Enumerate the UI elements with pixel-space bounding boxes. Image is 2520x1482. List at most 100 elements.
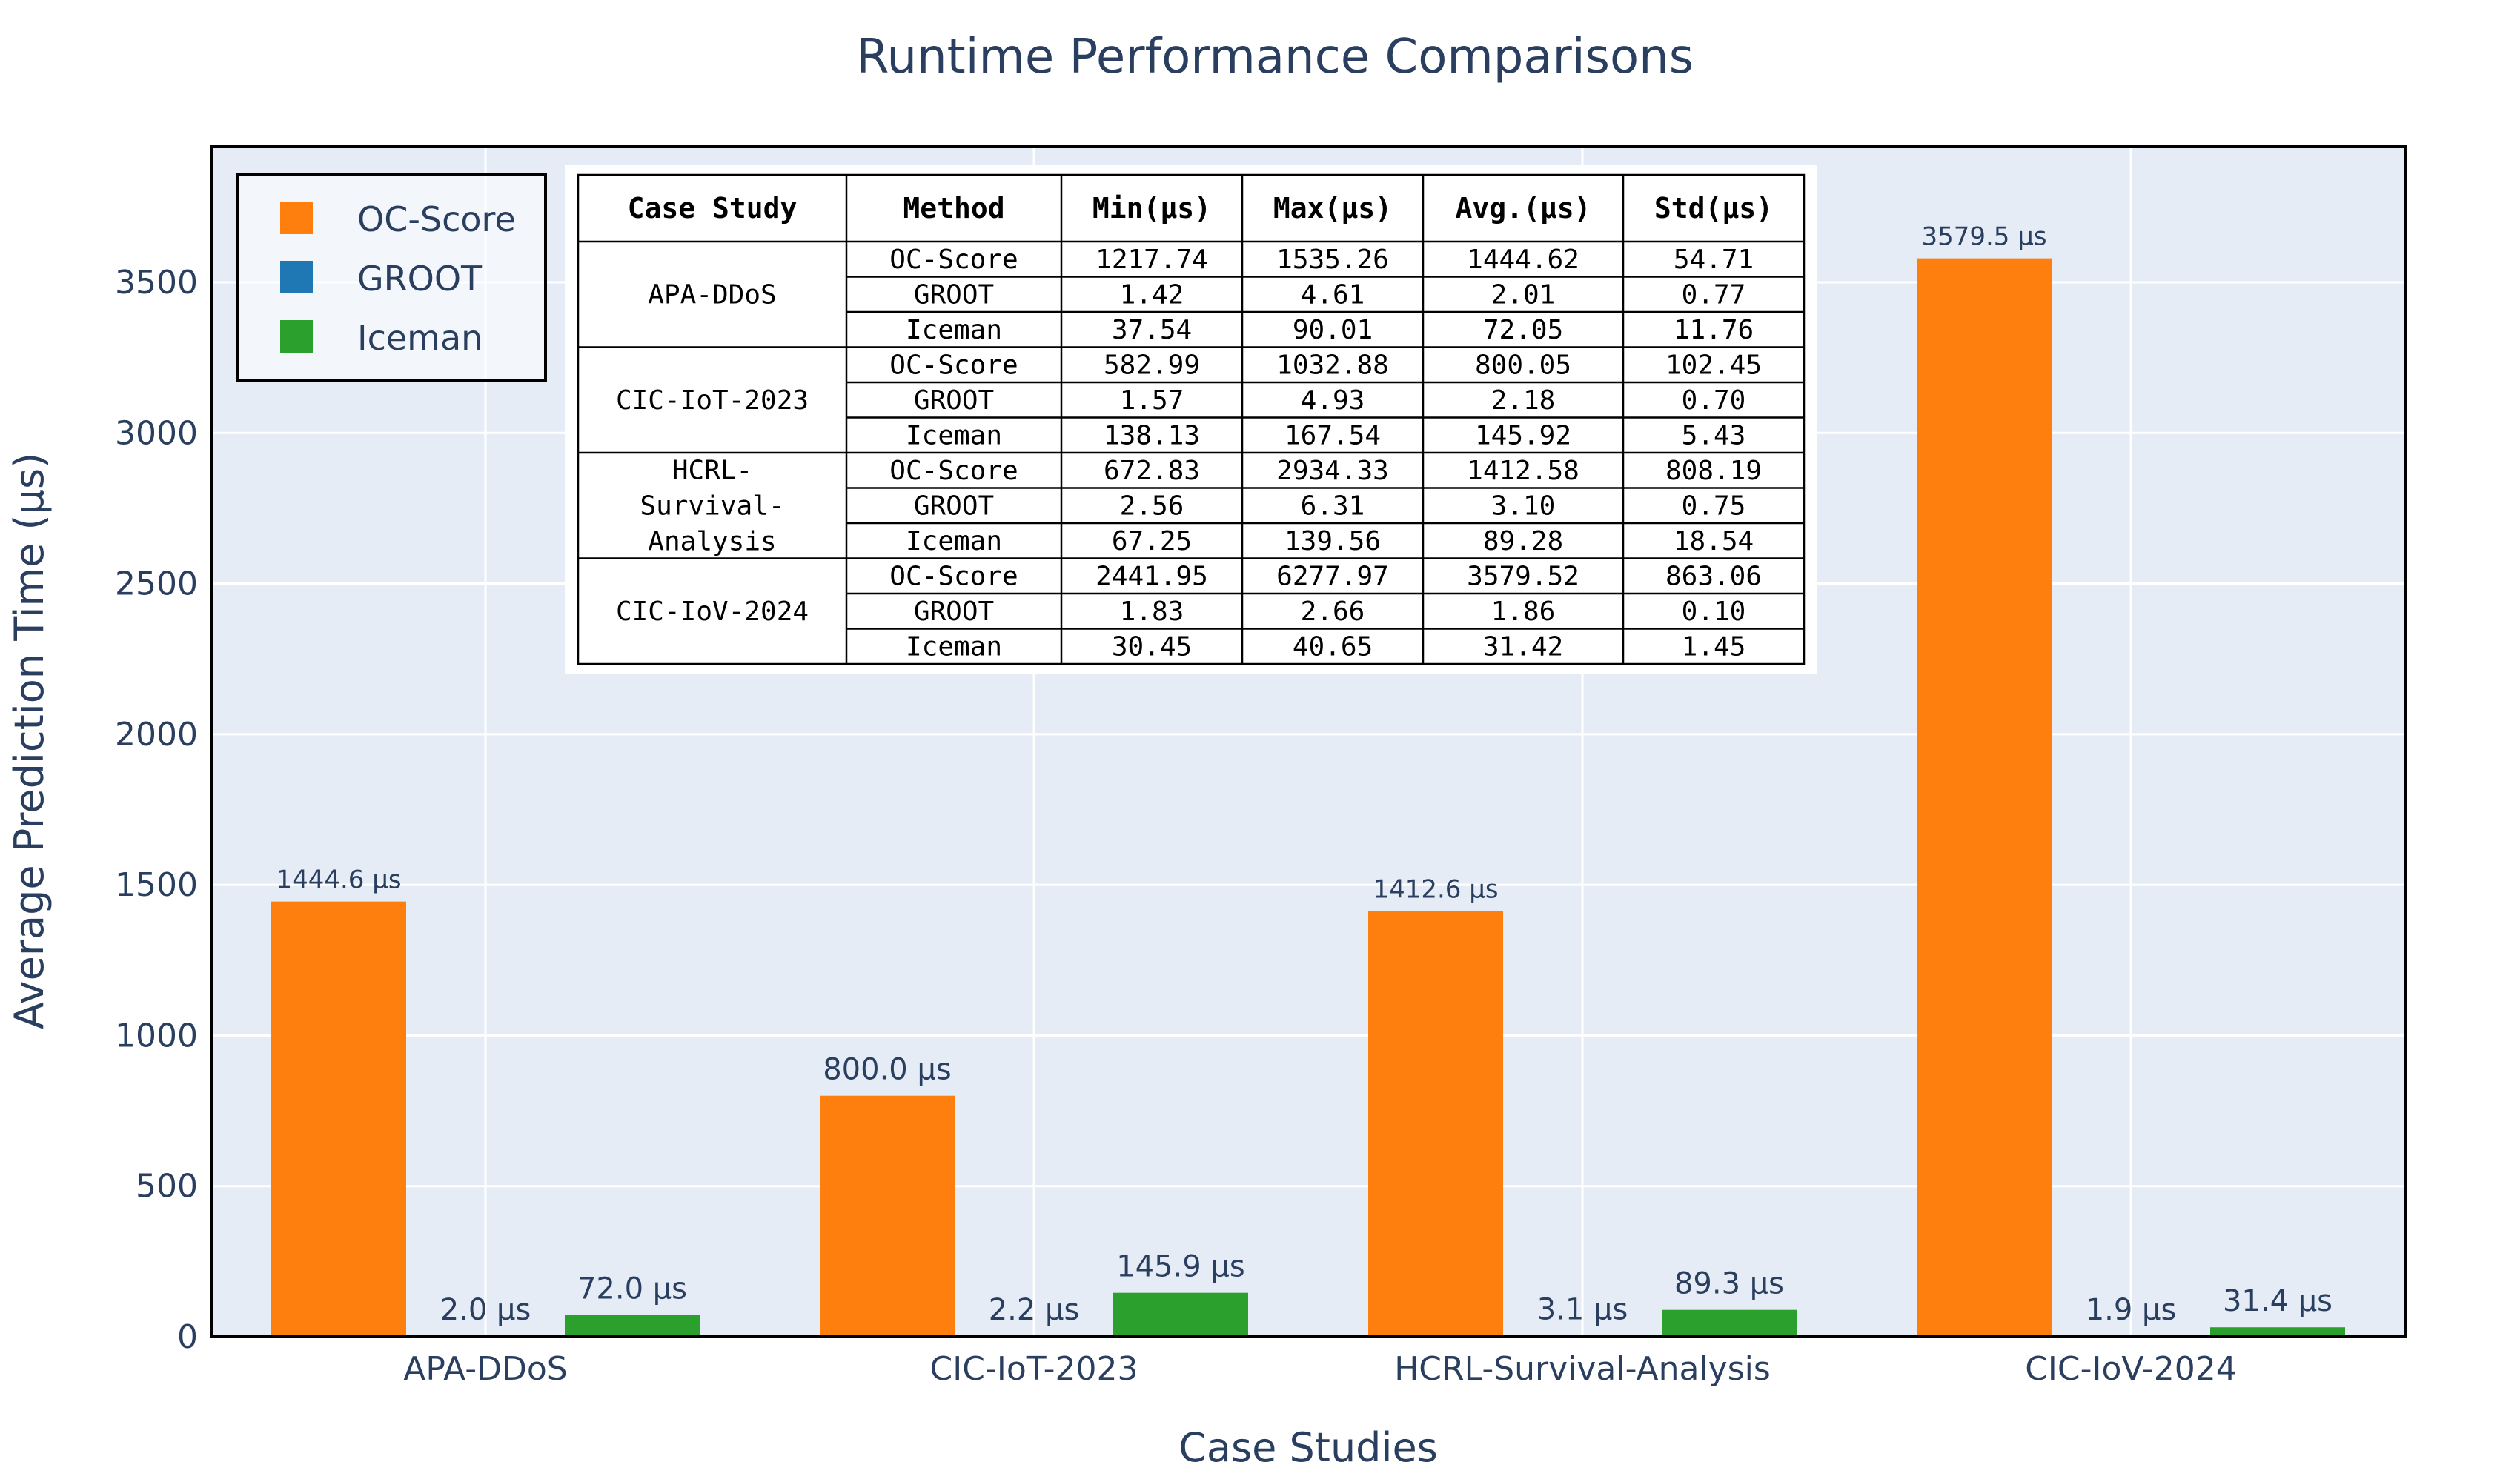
table-case-study-cic-iot-2023: CIC-IoT-2023 (616, 385, 809, 416)
table-cell: 37.54 (1112, 315, 1192, 345)
bar-iceman-apa-ddos[interactable] (565, 1315, 700, 1337)
y-tick-label: 3500 (115, 264, 198, 302)
legend-label-oc-score[interactable]: OC-Score (357, 199, 516, 239)
table-cell: 40.65 (1293, 631, 1373, 662)
table-cell: 3.10 (1491, 491, 1556, 521)
x-ticks: APA-DDoS CIC-IoT-2023 HCRL-Survival-Analys… (403, 1350, 2237, 1388)
bar-label-oc-score-apa-ddos: 1444.6 µs (276, 865, 401, 895)
table-cell: 167.54 (1284, 420, 1381, 451)
bar-oc-score-cic-iot-2023[interactable] (820, 1095, 955, 1337)
table-cell: 672.83 (1104, 456, 1200, 486)
legend-swatch-iceman[interactable] (280, 320, 313, 353)
table-cell: 1.57 (1120, 385, 1184, 416)
table-cell: 6277.97 (1276, 561, 1389, 591)
table-cell: 1412.58 (1467, 456, 1579, 486)
bar-label-oc-score-cic-iot-2023: 800.0 µs (823, 1053, 952, 1087)
bar-label-groot-cic-iov-2024: 1.9 µs (2086, 1293, 2177, 1327)
plot-border (210, 145, 2407, 1338)
chart-title: Runtime Performance Comparisons (856, 30, 1694, 84)
results-table: Case Study Method Min(µs) Max(µs) Avg.(µs) St… (565, 165, 1817, 674)
bar-label-groot-hcrl-survival-analysis: 3.1 µs (1537, 1293, 1628, 1327)
table-header-min-s: Min(µs) (1092, 192, 1211, 225)
table-cell: GROOT (914, 597, 994, 627)
table-cell: 1.45 (1682, 631, 1746, 662)
table-cell: 2.18 (1491, 385, 1556, 416)
table-cell: 1444.62 (1467, 245, 1579, 275)
table-cell: 145.92 (1475, 420, 1571, 451)
table-cell: GROOT (914, 491, 994, 521)
table-cell: 2.66 (1301, 597, 1365, 627)
table-cell: 1217.74 (1095, 245, 1208, 275)
table-cell: 18.54 (1674, 526, 1754, 556)
table-cell: 2.01 (1491, 279, 1556, 310)
table-cell: 2934.33 (1276, 456, 1389, 486)
table-cell: 67.25 (1112, 526, 1192, 556)
bar-label-iceman-cic-iov-2024: 31.4 µs (2223, 1284, 2332, 1318)
table-background (565, 165, 1817, 674)
y-ticks: 0 500 1000 1500 2000 2500 3000 3500 (115, 264, 198, 1356)
table-cell: 0.10 (1682, 597, 1746, 627)
bar-oc-score-cic-iov-2024[interactable] (1917, 258, 2052, 1338)
legend-label-iceman[interactable]: Iceman (357, 318, 483, 358)
table-cell: GROOT (914, 385, 994, 416)
table-cell: 5.43 (1682, 420, 1746, 451)
table-case-study-apa-ddos: APA-DDoS (648, 279, 776, 310)
table-cell: OC-Score (889, 561, 1018, 591)
table-cell: 139.56 (1284, 526, 1381, 556)
bar-iceman-cic-iov-2024[interactable] (2210, 1327, 2345, 1337)
table-cell: 138.13 (1104, 420, 1200, 451)
table-cell: 4.61 (1301, 279, 1365, 310)
legend-label-groot[interactable]: GROOT (357, 259, 483, 299)
bar-label-iceman-hcrl-survival-analysis: 89.3 µs (1674, 1267, 1784, 1301)
table-cell: 1535.26 (1276, 245, 1389, 275)
table-cell: 0.70 (1682, 385, 1746, 416)
table-cell: 90.01 (1293, 315, 1373, 345)
legend-swatch-oc-score[interactable] (280, 202, 313, 234)
table-cell: Iceman (906, 420, 1002, 451)
table-header-std-s: Std(µs) (1654, 192, 1773, 225)
table-cell: 1.42 (1120, 279, 1184, 310)
legend: OC-Score GROOT Iceman (236, 173, 547, 382)
table-cell: 72.05 (1483, 315, 1563, 345)
x-tick-label-cic-iot-2023: CIC-IoT-2023 (930, 1350, 1138, 1388)
table-cell: 3579.52 (1467, 561, 1579, 591)
table-cell: 808.19 (1665, 456, 1762, 486)
table-cell: 30.45 (1112, 631, 1192, 662)
bar-label-iceman-cic-iot-2023: 145.9 µs (1116, 1250, 1245, 1284)
table-cell: 31.42 (1483, 631, 1563, 662)
table-header-method: Method (903, 192, 1004, 225)
bar-oc-score-hcrl-survival-analysis[interactable] (1368, 911, 1503, 1337)
bar-iceman-cic-iot-2023[interactable] (1113, 1292, 1248, 1337)
table-cell: 863.06 (1665, 561, 1762, 591)
bar-label-oc-score-hcrl-survival-analysis: 1412.6 µs (1373, 875, 1498, 905)
table-cell: OC-Score (889, 245, 1018, 275)
table-cell: 2.56 (1120, 491, 1184, 521)
table-case-study-hcrl-survival-analysis: Analysis (648, 526, 776, 556)
bar-label-groot-cic-iot-2023: 2.2 µs (989, 1293, 1080, 1327)
table-header-avg-s: Avg.(µs) (1455, 192, 1591, 225)
table-case-study-hcrl-survival-analysis: Survival- (640, 491, 784, 521)
x-tick-label-apa-ddos: APA-DDoS (403, 1350, 567, 1388)
table-border (577, 173, 1806, 665)
table-cell: 1032.88 (1276, 350, 1389, 380)
table-header-case-study: Case Study (628, 192, 798, 225)
table-cell: 800.05 (1475, 350, 1571, 380)
x-axis-title: Case Studies (1178, 1424, 1438, 1471)
table-cell: 6.31 (1301, 491, 1365, 521)
table-cell: 2441.95 (1095, 561, 1208, 591)
table-cell: 0.77 (1682, 279, 1746, 310)
bar-labels: 1444.6 µs 800.0 µs 1412.6 µs 3579.5 µs 2.0 µ… (276, 222, 2332, 1328)
table-cell: 102.45 (1665, 350, 1762, 380)
legend-swatch-groot[interactable] (280, 261, 313, 293)
x-tick-label-cic-iov-2024: CIC-IoV-2024 (2025, 1350, 2237, 1388)
table-header-max-s: Max(µs) (1273, 192, 1392, 225)
bar-label-oc-score-cic-iov-2024: 3579.5 µs (1921, 222, 2046, 252)
y-tick-label: 0 (177, 1318, 198, 1356)
bar-iceman-hcrl-survival-analysis[interactable] (1662, 1309, 1797, 1337)
table-cell: OC-Score (889, 456, 1018, 486)
bar-oc-score-apa-ddos[interactable] (271, 901, 406, 1337)
table-cell: 89.28 (1483, 526, 1563, 556)
x-tick-label-hcrl-survival-analysis: HCRL-Survival-Analysis (1394, 1350, 1771, 1388)
y-axis-title: Average Prediction Time (µs) (6, 453, 53, 1029)
